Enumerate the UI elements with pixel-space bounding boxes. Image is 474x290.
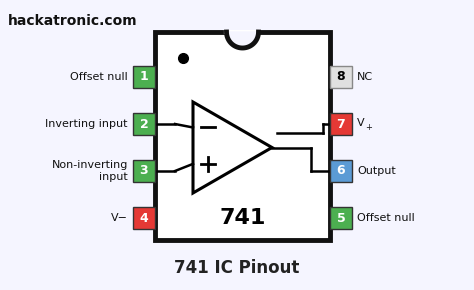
Bar — [330, 207, 352, 229]
Text: 5: 5 — [337, 211, 346, 224]
Bar — [133, 113, 155, 135]
Text: 6: 6 — [337, 164, 346, 177]
Text: Offset null: Offset null — [70, 72, 128, 82]
Text: 741 IC Pinout: 741 IC Pinout — [174, 259, 300, 277]
Text: 1: 1 — [140, 70, 148, 84]
FancyBboxPatch shape — [155, 32, 330, 240]
Text: NC: NC — [357, 72, 373, 82]
Text: Offset null: Offset null — [357, 213, 415, 223]
Text: 3: 3 — [140, 164, 148, 177]
Bar — [133, 207, 155, 229]
Polygon shape — [227, 32, 258, 48]
Text: 741: 741 — [219, 208, 266, 228]
Text: hackatronic.com: hackatronic.com — [8, 14, 137, 28]
Text: 2: 2 — [140, 117, 148, 130]
Bar — [330, 66, 352, 88]
Bar — [133, 66, 155, 88]
Text: Non-inverting
input: Non-inverting input — [52, 160, 128, 182]
Text: V: V — [357, 118, 365, 128]
Text: Output: Output — [357, 166, 396, 176]
Text: 8: 8 — [337, 70, 346, 84]
Bar — [133, 160, 155, 182]
Bar — [330, 160, 352, 182]
Text: Inverting input: Inverting input — [46, 119, 128, 129]
Bar — [330, 113, 352, 135]
Text: 7: 7 — [337, 117, 346, 130]
Text: V−: V− — [111, 213, 128, 223]
Text: 4: 4 — [140, 211, 148, 224]
Text: +: + — [365, 124, 372, 133]
